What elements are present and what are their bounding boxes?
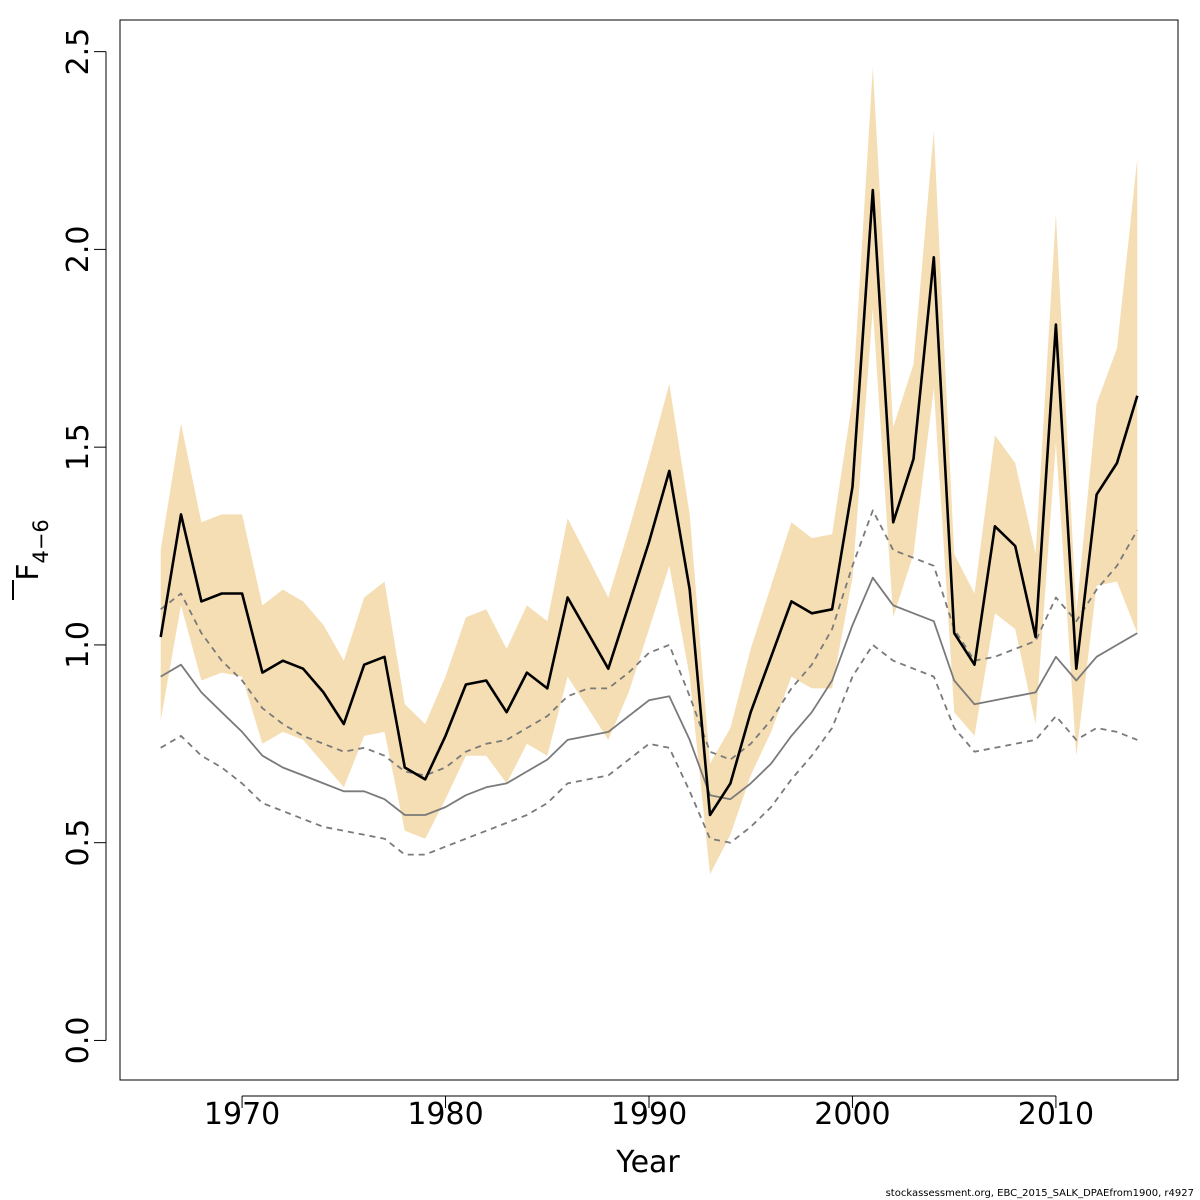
y-axis: 0.0 0.5 1.0 1.5 2.0 2.5	[61, 28, 107, 1065]
x-tick-label: 2000	[814, 1097, 890, 1132]
reference-lower-line	[160, 644, 1138, 856]
y-tick-label-group: 1.0	[61, 621, 96, 669]
y-tick-label: 0.5	[61, 819, 96, 867]
credit-text: stockassessment.org, EBC_2015_SALK_DPAEf…	[886, 1188, 1194, 1199]
y-tick-label-group: 1.5	[61, 423, 96, 471]
y-axis-title: F4−6	[11, 519, 53, 600]
plot-frame	[119, 19, 1179, 1081]
x-tick-label: 1970	[204, 1097, 280, 1132]
y-tick-label: 1.0	[61, 621, 96, 669]
y-tick-label-group: 0.0	[61, 1017, 96, 1065]
y-tick-label: 2.0	[61, 226, 96, 274]
confidence-band-area	[160, 67, 1138, 875]
confidence-band	[160, 67, 1138, 875]
x-tick-label: 1990	[611, 1097, 687, 1132]
y-tick-label-group: 0.5	[61, 819, 96, 867]
y-tick-label-group: 2.0	[61, 226, 96, 274]
x-axis: 1970 1980 1990 2000 2010	[204, 1095, 1094, 1132]
reference-line	[160, 576, 1138, 816]
y-axis-title-sub: 4−6	[29, 519, 53, 563]
y-tick-label: 0.0	[61, 1017, 96, 1065]
x-tick-label: 1980	[407, 1097, 483, 1132]
y-tick-label-group: 2.5	[61, 28, 96, 76]
y-axis-title-main: F	[11, 564, 46, 581]
main-line	[159, 188, 1139, 817]
y-tick-label: 2.5	[61, 28, 96, 76]
svg-text:F4−6: F4−6	[11, 519, 53, 581]
y-tick-label: 1.5	[61, 423, 96, 471]
x-axis-title: Year	[615, 1145, 680, 1180]
series-lines	[159, 188, 1139, 856]
x-tick-label: 2010	[1018, 1097, 1094, 1132]
